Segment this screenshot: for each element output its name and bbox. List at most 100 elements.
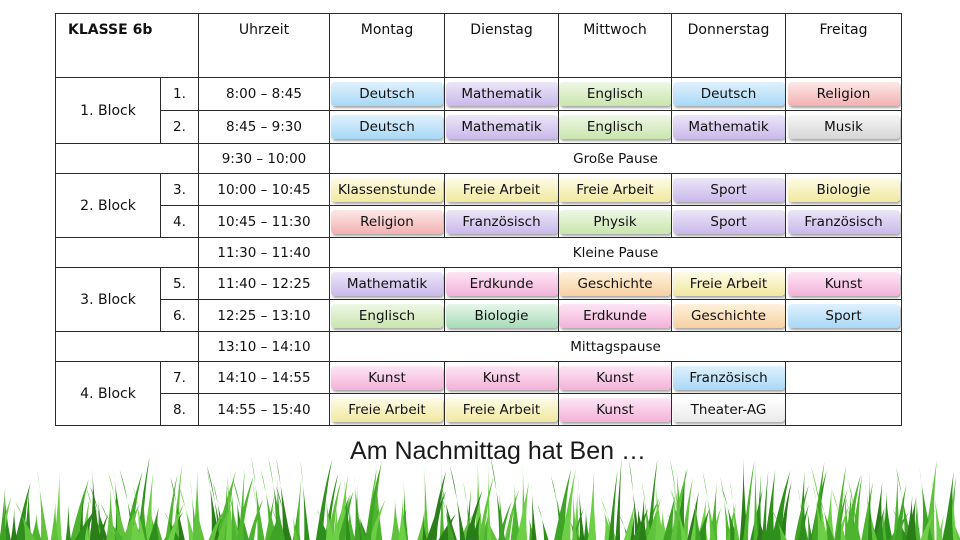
day-header-dienstag: Dienstag [444, 13, 559, 78]
pause-time: 9:30 – 10:00 [198, 143, 330, 174]
cell-montag: Religion [329, 205, 445, 238]
subject-badge: Freie Arbeit [445, 397, 558, 422]
cell-mittwoch: Geschichte [558, 267, 672, 300]
pause-label: Mittagspause [329, 331, 902, 362]
grass-blade [343, 478, 351, 540]
grass-blade [834, 465, 847, 540]
grass-blade [206, 468, 221, 540]
cell-dienstag: Kunst [444, 361, 559, 394]
subject-badge: Freie Arbeit [331, 397, 443, 422]
grass-blade [641, 482, 653, 540]
grass-blade [753, 455, 759, 540]
grass-blade [583, 507, 590, 540]
grass-blade [232, 477, 249, 540]
grass-blade [265, 494, 275, 540]
cell-dienstag: Mathematik [444, 110, 559, 144]
subject-badge: Musik [787, 115, 900, 139]
cell-donnerstag: Freie Arbeit [671, 267, 786, 300]
grass-blade [251, 457, 265, 540]
grass-blade [794, 484, 809, 540]
pause-time: 11:30 – 11:40 [198, 237, 330, 268]
grass-blade [274, 477, 283, 540]
subject-badge: Deutsch [672, 82, 785, 106]
subject-badge: Kunst [559, 365, 671, 390]
lesson-number: 4. [160, 205, 199, 238]
grass-blade [86, 487, 104, 540]
grass-blade [851, 474, 863, 540]
pause-spacer [55, 143, 199, 174]
cell-mittwoch: Freie Arbeit [558, 173, 672, 206]
grass-blade [770, 508, 787, 540]
grass-blade [663, 493, 676, 540]
subject-badge: Theater-AG [672, 397, 785, 422]
grass-blade [260, 468, 278, 540]
grass-blade [295, 478, 302, 540]
grass-blade [324, 491, 334, 540]
subject-badge: Sport [672, 209, 785, 234]
cell-donnerstag: Geschichte [671, 299, 786, 332]
lesson-row: 4. Block 7. 14:10 – 14:55 Kunst Kunst Kunst Fr… [55, 361, 902, 426]
grass-blade [761, 470, 769, 540]
block-label: 2. Block [55, 173, 161, 238]
cell-freitag: Religion [785, 77, 902, 111]
lesson-number: 6. [160, 299, 199, 332]
cell-donnerstag: Sport [671, 173, 786, 206]
grass-blade [554, 494, 571, 540]
lesson-number: 8. [160, 393, 199, 426]
grass-blade [292, 511, 299, 540]
grass-blade [510, 482, 521, 540]
grass-blade [236, 476, 254, 540]
grass-blade [681, 477, 693, 540]
grass-blade [398, 496, 407, 540]
block-label: 4. Block [55, 361, 161, 426]
grass-blade [354, 483, 361, 540]
grass-blade [89, 468, 101, 540]
cell-montag: Englisch [329, 299, 445, 332]
grass-blade [675, 468, 686, 540]
block-label: 1. Block [55, 77, 161, 144]
caption: Am Nachmittag hat Ben … [350, 437, 646, 465]
subject-badge: Sport [672, 177, 785, 202]
subject-badge: Kunst [787, 271, 900, 296]
subject-badge: Religion [787, 82, 900, 106]
grass-blade [54, 470, 62, 540]
cell-donnerstag: Deutsch [671, 77, 786, 111]
grass-blade [316, 508, 331, 540]
grass-blade [74, 511, 94, 540]
grass-blade [30, 512, 42, 540]
cell-donnerstag: Theater-AG [671, 393, 786, 426]
lesson-number: 5. [160, 267, 199, 300]
grass-blade [369, 500, 386, 540]
subject-badge: Mathematik [331, 271, 443, 296]
grass-blade [148, 506, 159, 540]
pause-row: 11:30 – 11:40 Kleine Pause [55, 237, 902, 268]
grass-blade [720, 475, 732, 540]
grass-blade [615, 458, 622, 540]
subject-badge: Erdkunde [445, 271, 558, 296]
subject-badge: Sport [787, 303, 900, 328]
grass-blade [835, 489, 848, 540]
lesson-time: 10:45 – 11:30 [198, 205, 330, 238]
grass-blade [0, 486, 7, 540]
cell-mittwoch: Englisch [558, 77, 672, 111]
grass-blade [906, 496, 917, 540]
grass-blade [816, 489, 835, 540]
grass-blade [608, 470, 618, 540]
grass-blade [449, 466, 466, 540]
grass-blade [805, 498, 813, 540]
grass-blade [550, 475, 567, 540]
cell-mittwoch: Erdkunde [558, 299, 672, 332]
cell-dienstag: Französisch [444, 205, 559, 238]
grass-blade [771, 470, 791, 540]
grass-blade [861, 481, 874, 540]
grass-blade [122, 504, 140, 540]
subject-badge: Französisch [672, 365, 785, 390]
subject-badge: Mathematik [672, 115, 785, 139]
cell-dienstag: Freie Arbeit [444, 173, 559, 206]
grass-blade [440, 482, 457, 540]
grass-blade [618, 514, 631, 540]
cell-freitag: Kunst [785, 267, 902, 300]
time-header: Uhrzeit [198, 13, 330, 78]
grass-blade [693, 490, 701, 540]
lesson-time: 8:45 – 9:30 [198, 110, 330, 144]
